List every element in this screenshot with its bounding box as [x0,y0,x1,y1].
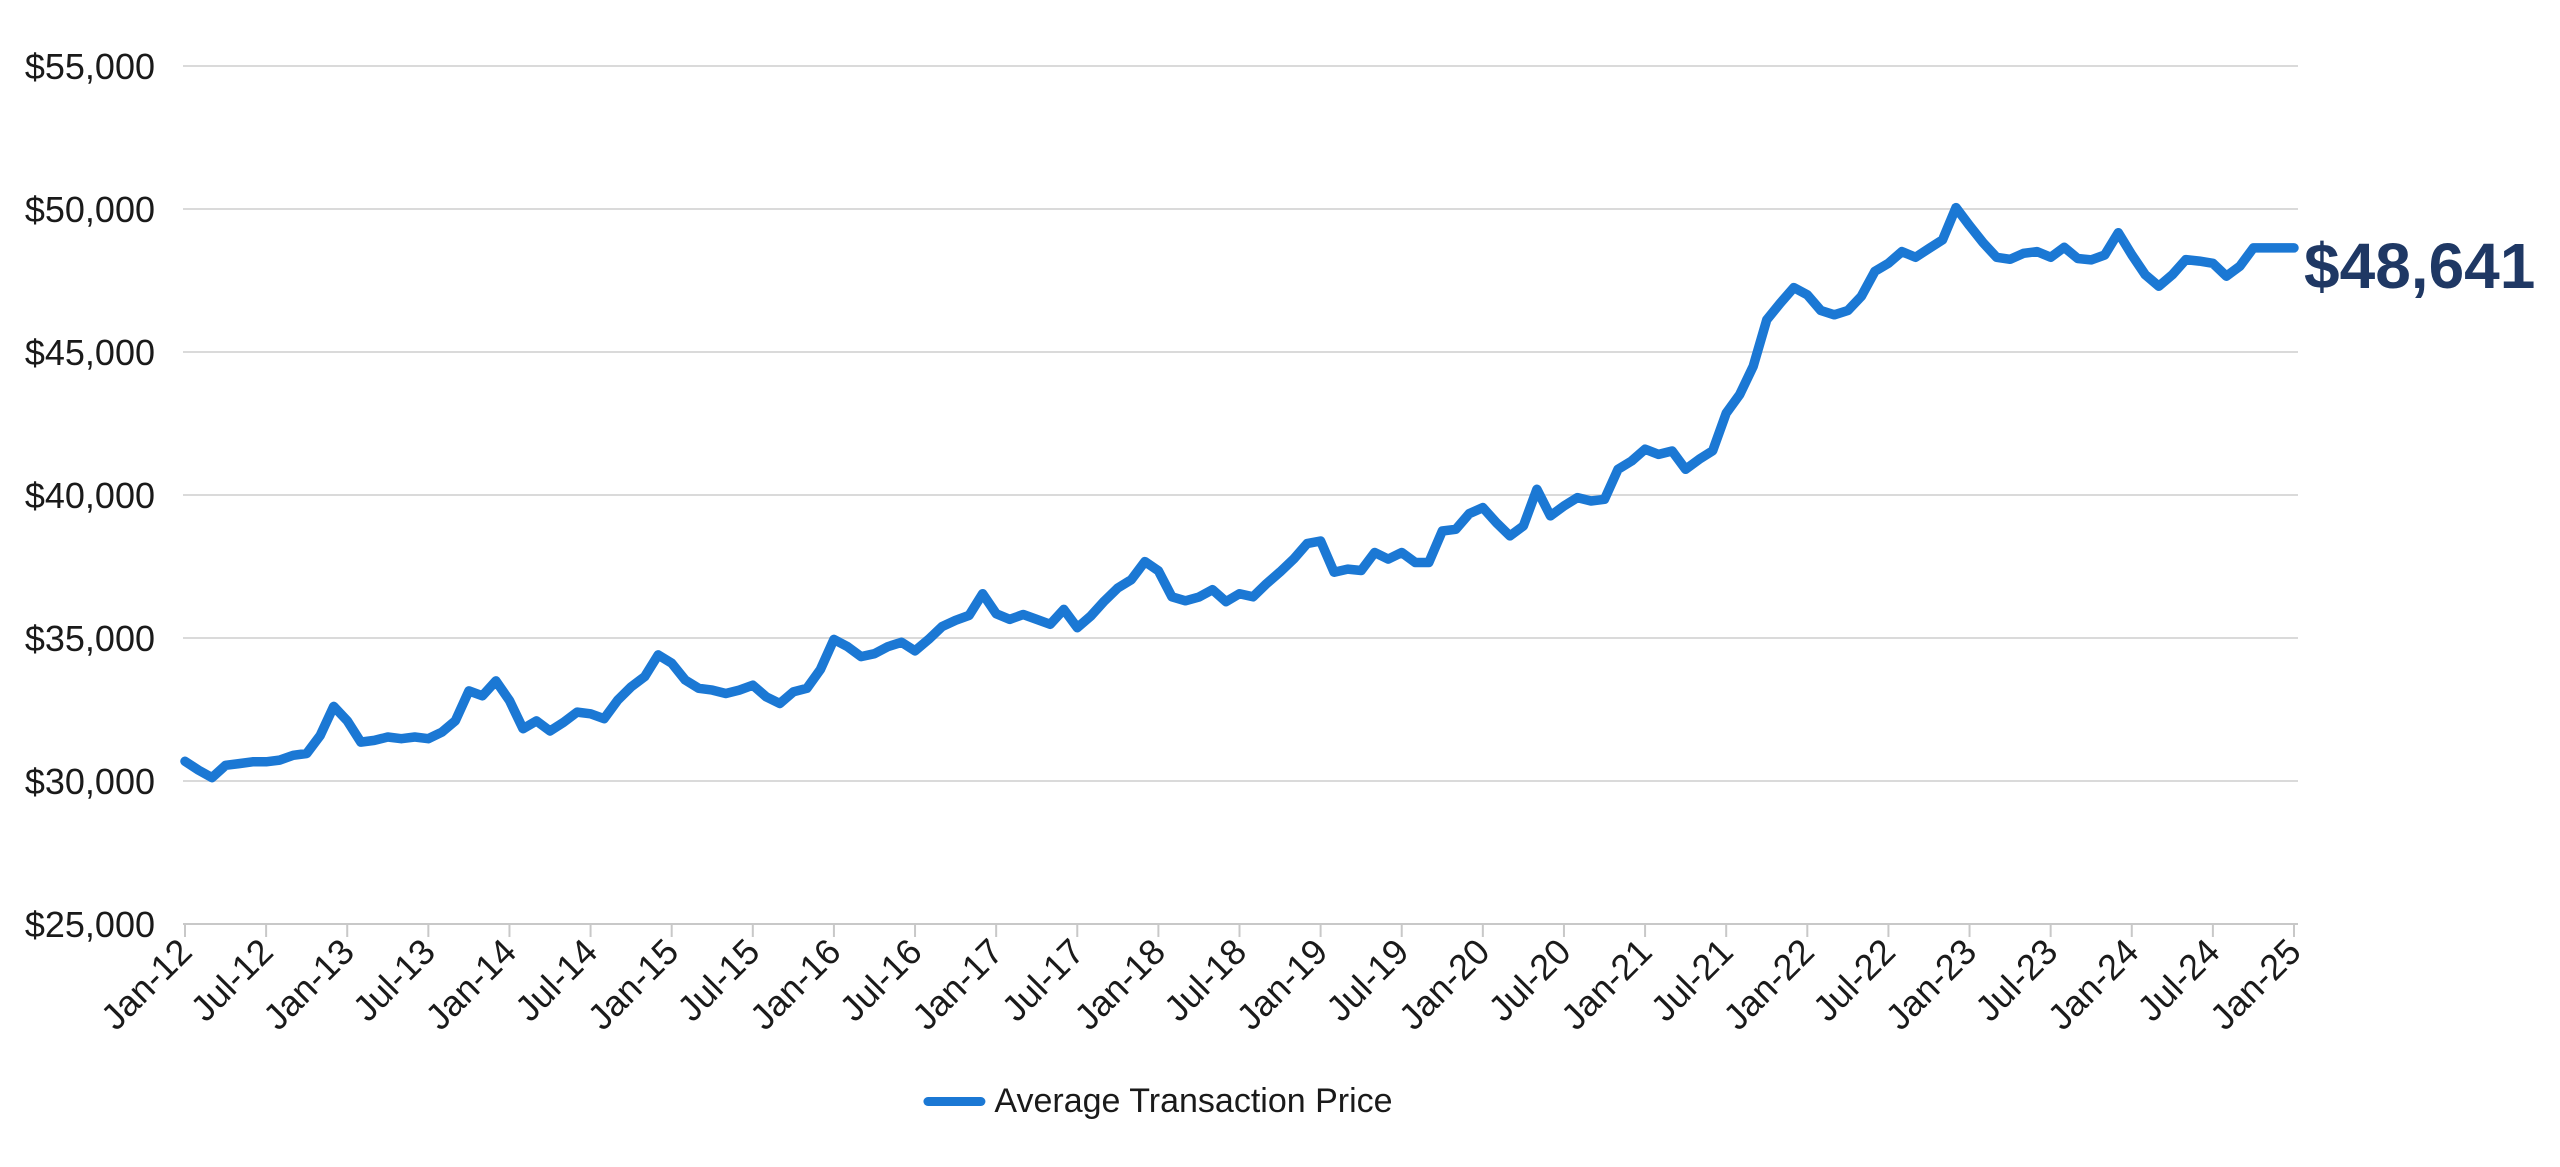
x-axis-tick-label: Jan-23 [1877,931,1984,1038]
y-axis-tick-label: $30,000 [25,761,155,802]
y-axis-tick-label: $35,000 [25,618,155,659]
legend-series-label: Average Transaction Price [994,1082,1393,1120]
y-axis-tick-label: $50,000 [25,189,155,230]
legend-line-swatch [923,1097,986,1107]
y-axis-tick-label: $55,000 [25,46,155,87]
x-axis-tick-label: Jan-16 [742,931,849,1038]
y-axis-tick-label: $25,000 [25,904,155,945]
x-axis-tick-label: Jan-12 [93,931,200,1038]
x-axis-tick-label: Jan-22 [1715,931,1822,1038]
x-axis-tick-label: Jan-21 [1553,931,1660,1038]
average-transaction-price-line[interactable] [180,202,2299,783]
x-axis-tick-label: Jan-19 [1228,931,1335,1038]
last-value-data-label: $48,641 [2304,230,2536,302]
x-axis-tick-label: Jan-18 [1066,931,1173,1038]
x-axis-tick-label: Jan-25 [2202,931,2309,1038]
x-axis-tick-label: Jan-20 [1391,931,1498,1038]
y-axis-tick-label: $40,000 [25,475,155,516]
x-axis-tick-label: Jan-17 [904,931,1011,1038]
legend[interactable]: Average Transaction Price [923,1082,1393,1120]
y-axis-tick-label: $45,000 [25,332,155,373]
x-axis-tick-label: Jan-14 [417,931,524,1038]
x-axis-tick-label: Jan-24 [2040,931,2147,1038]
x-axis-tick-label: Jan-15 [580,931,687,1038]
x-axis-tick-label: Jan-13 [255,931,362,1038]
